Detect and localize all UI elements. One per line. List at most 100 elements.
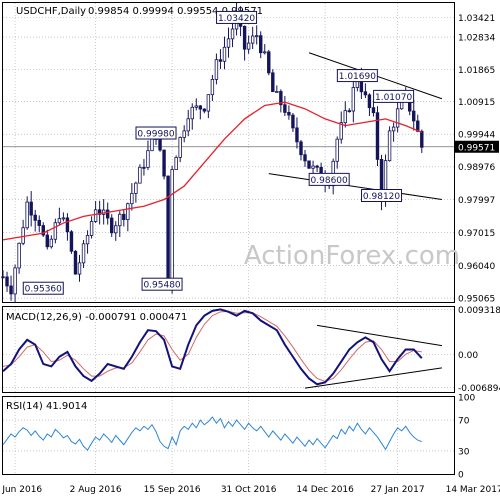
candle-body: [53, 222, 58, 240]
rsi-title: RSI(14) 41.9014: [6, 401, 87, 412]
candle-body: [287, 112, 291, 116]
candle-body: [89, 221, 94, 236]
candle-body: [61, 217, 66, 220]
candle-body: [126, 203, 130, 220]
candle-body: [21, 227, 25, 244]
candle-body: [158, 138, 162, 151]
price-annotation-label: 0.99980: [137, 130, 174, 140]
candle-body: [214, 59, 219, 80]
candle-body: [29, 201, 33, 216]
candle-body: [25, 201, 29, 229]
date-tick-label: 15 Sep 2016: [144, 485, 201, 495]
macd-trendline: [304, 367, 442, 389]
price-panel-frame: [2, 2, 455, 303]
candle-body: [146, 150, 150, 168]
date-tick-label: 2 Aug 2016: [70, 485, 122, 495]
candle-body: [254, 35, 259, 38]
candle-body: [5, 276, 9, 287]
candle-body: [279, 91, 283, 106]
candle-body: [275, 91, 279, 93]
candle-body: [81, 243, 86, 264]
price-annotation-label: 0.98120: [363, 192, 400, 202]
price-annotation-label: 0.98600: [311, 176, 348, 186]
candle-body: [49, 238, 54, 248]
candle-body: [387, 130, 392, 162]
macd-tick-label: 0.00: [458, 351, 478, 361]
candle-body: [162, 149, 166, 177]
candle-body: [375, 112, 380, 160]
candle-body: [130, 193, 134, 205]
candle-body: [242, 25, 247, 50]
candle-body: [263, 51, 267, 54]
last-price-label: 0.99571: [458, 143, 495, 153]
price-annotation-box: [373, 89, 415, 103]
price-annotation-box: [216, 10, 258, 24]
rsi-tick-label: 0: [458, 471, 464, 481]
candle-body: [315, 165, 319, 168]
candle-body: [230, 28, 235, 40]
candle-body: [186, 118, 190, 132]
price-annotation-box: [141, 277, 183, 291]
macd-trendline: [317, 324, 442, 347]
last-price-box: [455, 140, 499, 153]
candle-body: [85, 235, 90, 245]
price-tick-label: 1.02834: [458, 34, 495, 44]
candle-body: [57, 218, 62, 224]
price-tick-label: 1.00915: [458, 98, 495, 108]
rsi-line: [2, 416, 422, 451]
rsi-tick-label: 30: [458, 447, 470, 457]
candle-body: [190, 106, 194, 120]
candle-body: [17, 242, 21, 269]
date-tick-label: 17 Jun 2016: [0, 485, 42, 495]
price-annotation-box: [22, 281, 64, 295]
candle-body: [218, 59, 223, 62]
candle-body: [37, 219, 41, 226]
candle-body: [178, 136, 182, 158]
candle-body: [226, 38, 231, 48]
macd-title: MACD(12,26,9) -0.000791 0.000471: [6, 312, 187, 323]
candle-body: [105, 209, 110, 219]
price-tick-label: 0.96040: [458, 262, 495, 272]
candle-body: [367, 94, 372, 109]
candle-body: [114, 225, 118, 234]
price-tick-label: 0.98976: [458, 163, 495, 173]
candle-body: [210, 79, 215, 96]
candle-body: [122, 213, 126, 220]
candle-body: [283, 104, 287, 113]
price-tick-label: 1.03421: [458, 14, 495, 24]
candle-body: [65, 217, 70, 233]
candle-body: [259, 35, 263, 54]
axis-labels: 1.03421 1.02834 1.01865 1.00915 0.99944 0.989…: [0, 14, 500, 495]
candle-body: [311, 165, 315, 169]
candle-body: [73, 250, 78, 275]
candle-body: [391, 126, 396, 132]
price-annotation-label: 0.95480: [143, 281, 180, 291]
candle-body: [202, 108, 207, 112]
date-tick-label: 14 Mar 2017: [446, 485, 500, 495]
candle-body: [142, 166, 146, 169]
candle-body: [303, 154, 307, 162]
candle-body: [307, 160, 311, 169]
price-annotation-box: [361, 189, 403, 203]
candle-body: [170, 169, 174, 285]
moving-average-line: [2, 101, 423, 241]
candle-body: [174, 156, 178, 170]
rsi-line: [2, 416, 422, 451]
symbol-label: USDCHF,Daily: [16, 6, 86, 17]
candle-body: [13, 267, 17, 295]
watermark-text: ActionForex.com: [244, 241, 460, 271]
price-trendline: [268, 173, 442, 201]
candle-body: [45, 234, 49, 248]
price-annotation-label: 1.01070: [375, 93, 412, 103]
candle-body: [93, 209, 98, 222]
candle-body: [33, 214, 37, 221]
price-candles: [1, 2, 424, 304]
ohlc-values: 0.99854 0.99994 0.99554 0.99571: [88, 6, 263, 17]
candle-body: [166, 175, 170, 285]
price-annotation-label: 1.01690: [339, 72, 376, 82]
candle-body: [182, 130, 186, 138]
candle-body: [246, 42, 251, 50]
candle-body: [150, 138, 154, 152]
